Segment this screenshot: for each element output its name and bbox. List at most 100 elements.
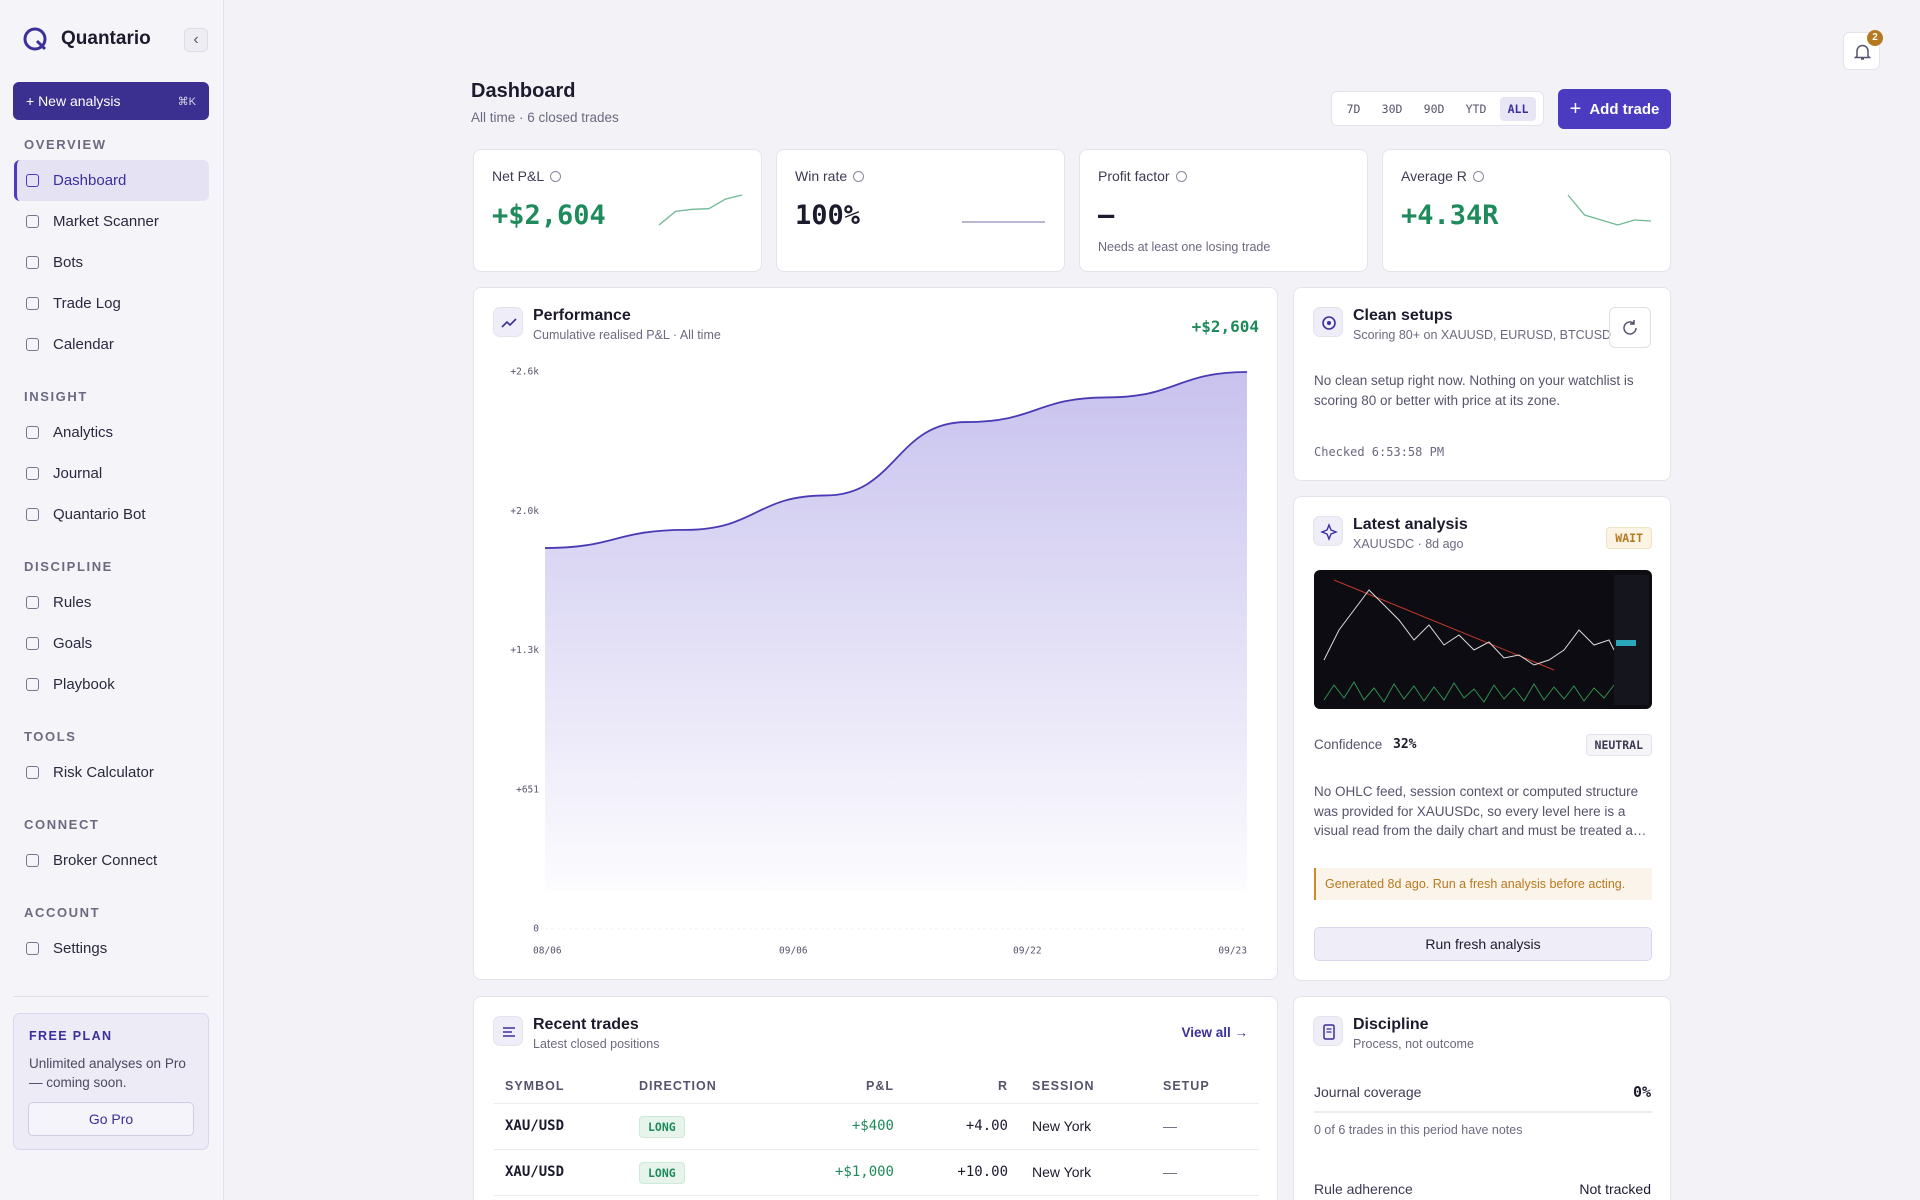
run-analysis-button[interactable]: Run fresh analysis (1314, 927, 1652, 961)
plus-icon: + (1569, 97, 1582, 120)
discipline-title: Discipline (1353, 1016, 1429, 1033)
nav-item[interactable]: Journal (14, 453, 209, 494)
divider (13, 996, 209, 997)
nav-item[interactable]: Trade Log (14, 283, 209, 324)
range-option[interactable]: 30D (1381, 101, 1403, 116)
performance-subtitle: Cumulative realised P&L · All time (533, 328, 721, 342)
shortcut: ⌘K (177, 95, 196, 108)
info-icon (550, 171, 562, 182)
row-divider (494, 1149, 1259, 1150)
nav-icon (26, 854, 39, 867)
nav-icon (26, 426, 39, 439)
nav-label: Settings (53, 940, 108, 957)
new-analysis-button[interactable]: + New analysis ⌘K (13, 82, 209, 120)
range-option[interactable]: YTD (1465, 101, 1487, 116)
adherence-value: Not tracked (1579, 1181, 1651, 1197)
nav-icon (26, 942, 39, 955)
clean-setups-card: Clean setups Scoring 80+ on XAUUSD, EURU… (1293, 287, 1671, 481)
nav-label: Broker Connect (53, 852, 158, 869)
nav-item[interactable]: Goals (14, 623, 209, 664)
nav-item[interactable]: Rules (14, 582, 209, 623)
nav-label: Trade Log (53, 295, 121, 312)
nav-icon (26, 467, 39, 480)
range-option[interactable]: 7D (1346, 101, 1361, 116)
collapse-button[interactable]: ‹ (184, 28, 208, 52)
go-pro-button[interactable]: Go Pro (28, 1102, 194, 1136)
latest-analysis-card: Latest analysis XAUUSDC · 8d ago WAIT Co… (1293, 496, 1671, 981)
nav-label: Risk Calculator (53, 764, 154, 781)
nav-label: Quantario Bot (53, 506, 146, 523)
confidence-label: Confidence (1314, 737, 1383, 752)
kpi-label: Win rate (795, 168, 865, 184)
verdict-badge: WAIT (1606, 527, 1652, 549)
journal-label: Journal coverage (1314, 1084, 1422, 1100)
trade-cell: New York (1032, 1118, 1092, 1134)
nav-item[interactable]: Settings (14, 928, 209, 969)
nav-item[interactable]: Analytics (14, 412, 209, 453)
kpi-value: +$2,604 (492, 200, 606, 231)
nav-icon (26, 678, 39, 691)
nav-icon (26, 297, 39, 310)
nav-label: Goals (53, 635, 93, 652)
nav-item[interactable]: Quantario Bot (14, 494, 209, 535)
analysis-summary: No OHLC feed, session context or compute… (1314, 784, 1647, 838)
column-header: R (997, 1079, 1008, 1093)
kpi-note: Needs at least one losing trade (1098, 240, 1271, 254)
clean-setups-title: Clean setups (1353, 307, 1453, 324)
performance-card: Performance Cumulative realised P&L · Al… (473, 287, 1278, 980)
range-option[interactable]: ALL (1499, 96, 1537, 121)
discipline-icon (1313, 1016, 1343, 1046)
nav-item[interactable]: Dashboard (14, 160, 209, 201)
bell-icon (1854, 44, 1871, 60)
nav-item[interactable]: Broker Connect (14, 840, 209, 881)
checked-time: Checked 6:53:58 PM (1314, 445, 1445, 459)
nav-item[interactable]: Risk Calculator (14, 752, 209, 793)
trade-cell: XAU/USD (505, 1118, 565, 1134)
performance-icon (493, 307, 523, 337)
notification-badge: 2 (1867, 30, 1883, 46)
confidence-value: 32% (1393, 737, 1417, 752)
nav-label: Journal (53, 465, 103, 482)
nav-icon (26, 766, 39, 779)
brand: Quantario (61, 28, 151, 49)
nav-section-title: TOOLS (24, 729, 77, 744)
nav-section-title: OVERVIEW (24, 137, 107, 152)
nav-label: Calendar (53, 336, 114, 353)
performance-total: +$2,604 (1191, 317, 1259, 336)
sparkline (658, 194, 743, 226)
trade-cell: +$400 (851, 1118, 894, 1134)
clean-setups-message: No clean setup right now. Nothing on you… (1314, 373, 1634, 408)
kpi-value: — (1098, 200, 1115, 231)
nav: OVERVIEW Dashboard Market Scanner Bots Trade… (0, 130, 224, 969)
performance-title: Performance (533, 307, 631, 324)
nav-item[interactable]: Calendar (14, 324, 209, 365)
nav-item[interactable]: Bots (14, 242, 209, 283)
nav-section-title: ACCOUNT (24, 905, 101, 920)
nav-icon (26, 596, 39, 609)
range-option[interactable]: 90D (1423, 101, 1445, 116)
kpi-value: 100% (795, 200, 861, 231)
view-all-link[interactable]: View all → (1181, 1025, 1248, 1040)
refresh-button[interactable] (1609, 307, 1651, 348)
nav-item[interactable]: Market Scanner (14, 201, 209, 242)
row-divider (494, 1103, 1259, 1104)
nav-icon (26, 256, 39, 269)
clean-setups-icon (1313, 307, 1343, 337)
nav-item[interactable]: Playbook (14, 664, 209, 705)
nav-section-title: DISCIPLINE (24, 559, 113, 574)
trades-table: SYMBOL DIRECTION P&L R SESSION SETUP XAU/USD LO… (474, 997, 1279, 1200)
column-header: DIRECTION (639, 1079, 717, 1093)
kpi-label: Profit factor (1098, 168, 1187, 184)
stale-warning: Generated 8d ago. Run a fresh analysis b… (1314, 868, 1652, 900)
journal-value: 0% (1632, 1083, 1651, 1101)
kpi-card: Net P&L +$2,604 (473, 149, 762, 272)
journal-progress (1314, 1111, 1652, 1113)
trade-cell: LONG (639, 1116, 685, 1138)
add-trade-button[interactable]: + Add trade (1558, 89, 1671, 129)
info-icon (1175, 171, 1187, 182)
analysis-icon (1313, 516, 1343, 546)
column-header: SYMBOL (505, 1079, 565, 1093)
trade-cell: +10.00 (957, 1164, 1008, 1180)
column-header: SETUP (1163, 1079, 1210, 1093)
